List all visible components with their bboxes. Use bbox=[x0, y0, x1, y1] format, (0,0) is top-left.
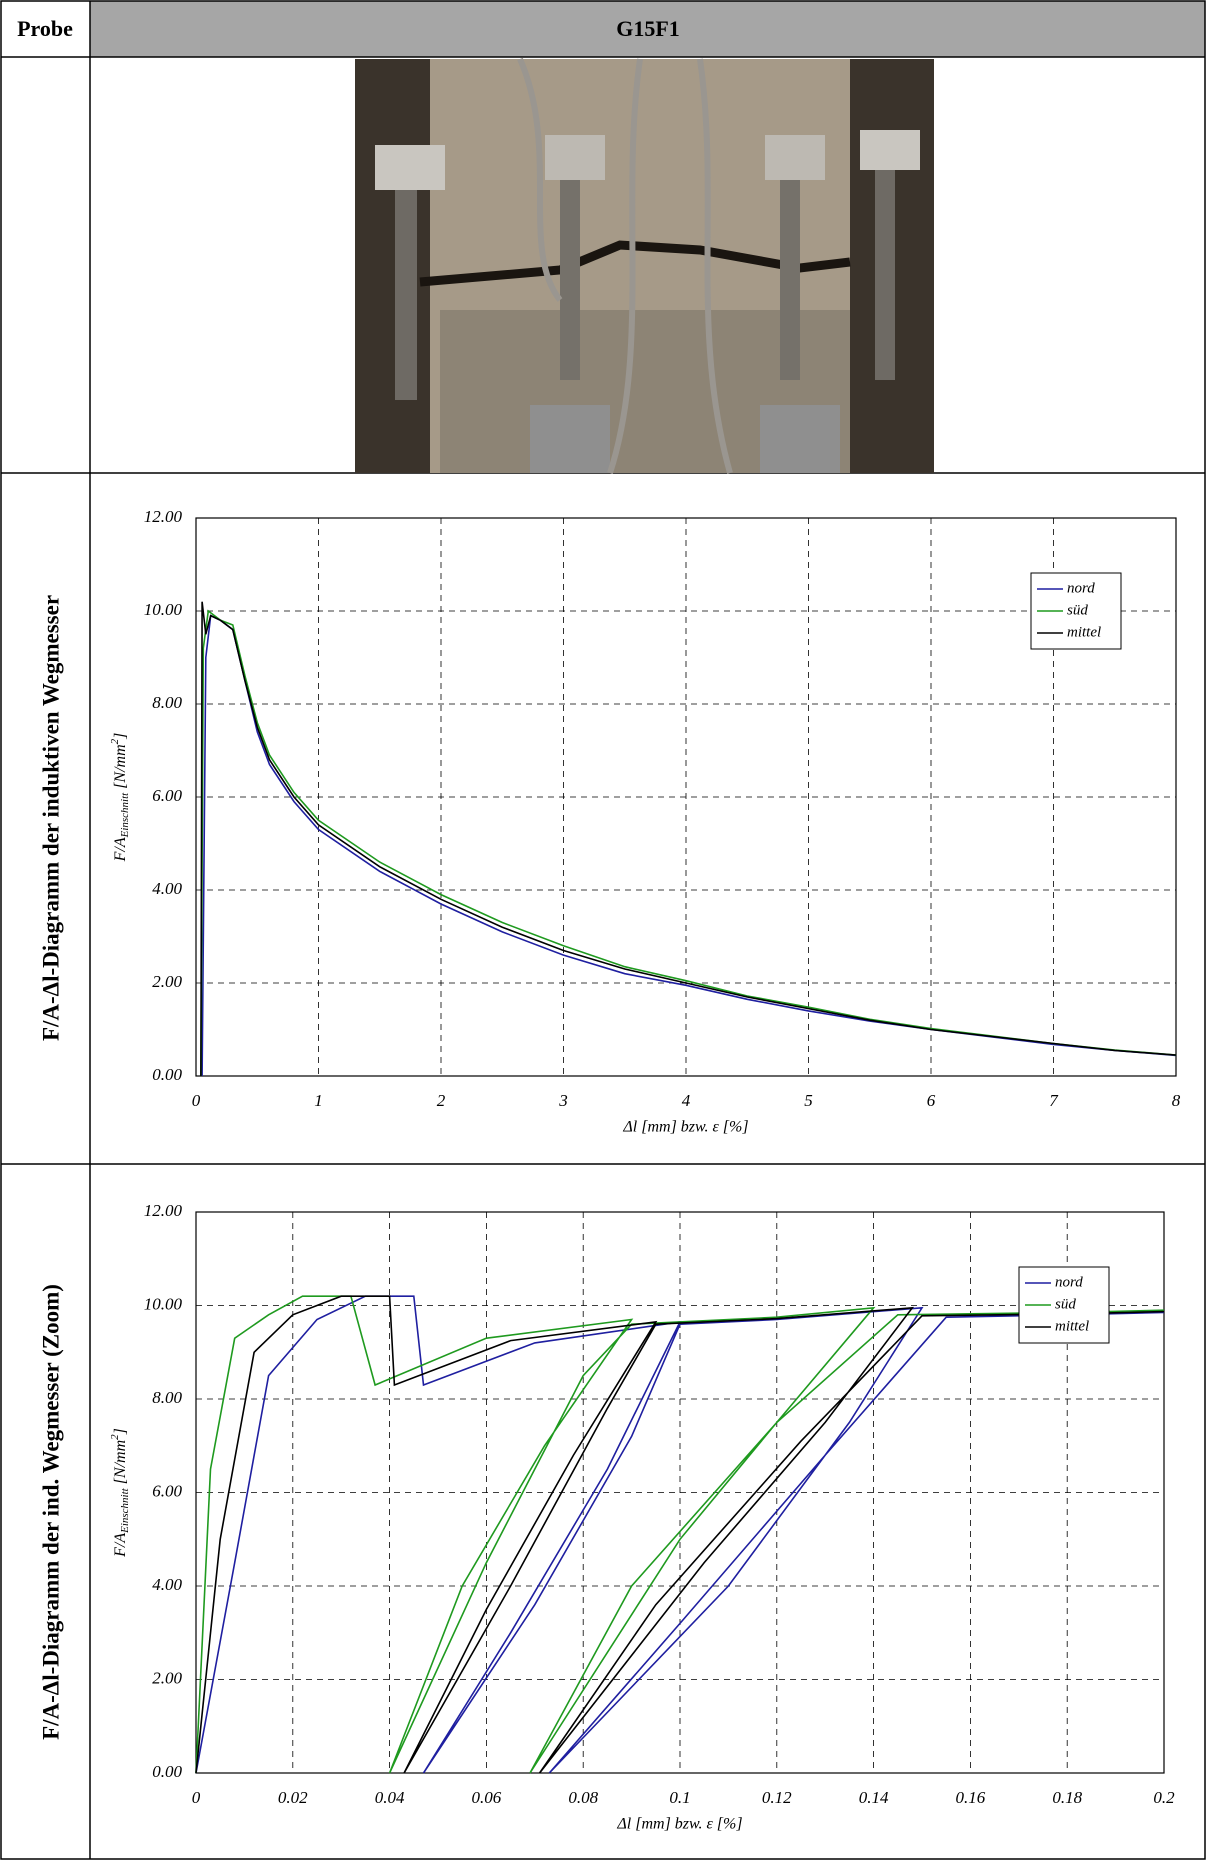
data-line bbox=[200, 601, 1177, 1077]
y-tick-label: 0.00 bbox=[152, 1065, 182, 1084]
y-axis-label-part: [N/mm bbox=[112, 1440, 129, 1488]
x-tick-label: 4 bbox=[682, 1091, 691, 1110]
y-tick-label: 0.00 bbox=[152, 1762, 182, 1781]
x-axis-label: Δl [mm] bzw. ε [%] bbox=[616, 1816, 742, 1833]
y-tick-label: 4.00 bbox=[152, 1575, 182, 1594]
x-axis-label: Δl [mm] bzw. ε [%] bbox=[622, 1119, 748, 1136]
y-axis-label-part: ] bbox=[112, 1428, 129, 1435]
y-axis-label-part: 2 bbox=[109, 1434, 121, 1440]
plot-frame bbox=[195, 1211, 1165, 1774]
x-tick-label: 0.12 bbox=[762, 1788, 792, 1807]
x-tick-label: 1 bbox=[314, 1091, 323, 1110]
x-tick-label: 0 bbox=[192, 1788, 201, 1807]
data-line bbox=[195, 1295, 1165, 1774]
x-tick-label: 5 bbox=[804, 1091, 813, 1110]
y-axis-label-part: ] bbox=[112, 733, 129, 740]
x-tick-label: 0.06 bbox=[472, 1788, 502, 1807]
y-tick-label: 8.00 bbox=[152, 693, 182, 712]
x-tick-label: 0.08 bbox=[568, 1788, 598, 1807]
y-axis-label-part: Einschnitt bbox=[119, 1487, 131, 1534]
photo bbox=[355, 57, 934, 474]
y-axis-label-part: F/A bbox=[112, 837, 129, 862]
y-axis-label: F/AEinschnitt [N/mm2] bbox=[109, 733, 131, 863]
row-label: F/A-Δl-Diagramm der ind. Wegmesser (Zoom… bbox=[38, 1284, 63, 1740]
y-tick-label: 4.00 bbox=[152, 879, 182, 898]
x-tick-label: 0.02 bbox=[278, 1788, 308, 1807]
header-bg bbox=[90, 1, 1205, 57]
legend-label: süd bbox=[1055, 1296, 1076, 1312]
y-tick-label: 10.00 bbox=[144, 1294, 183, 1313]
header-cell: G15F1 bbox=[616, 16, 680, 41]
y-tick-label: 6.00 bbox=[152, 786, 182, 805]
x-tick-label: 2 bbox=[437, 1091, 446, 1110]
x-tick-label: 3 bbox=[558, 1091, 568, 1110]
y-axis-label: F/AEinschnitt [N/mm2] bbox=[109, 1428, 131, 1558]
x-tick-label: 6 bbox=[927, 1091, 936, 1110]
y-axis-label-part: F/A bbox=[112, 1533, 129, 1558]
y-tick-label: 2.00 bbox=[152, 1668, 182, 1687]
data-line bbox=[200, 609, 1177, 1077]
legend-label: nord bbox=[1055, 1274, 1083, 1290]
x-tick-label: 0.16 bbox=[956, 1788, 986, 1807]
y-tick-label: 10.00 bbox=[144, 600, 183, 619]
y-axis-label-part: 2 bbox=[109, 738, 121, 744]
x-tick-label: 8 bbox=[1172, 1091, 1181, 1110]
legend-label: mittel bbox=[1067, 624, 1101, 640]
y-axis-label-part: [N/mm bbox=[112, 744, 129, 792]
header-cell: Probe bbox=[17, 16, 73, 41]
y-tick-label: 2.00 bbox=[152, 972, 182, 991]
x-tick-label: 0.04 bbox=[375, 1788, 405, 1807]
y-tick-label: 12.00 bbox=[144, 507, 183, 526]
x-tick-label: 7 bbox=[1049, 1091, 1059, 1110]
legend-label: nord bbox=[1067, 580, 1095, 596]
x-tick-label: 0.1 bbox=[669, 1788, 690, 1807]
row-label: F/A-Δl-Diagramm der induktiven Wegmesser bbox=[38, 595, 63, 1041]
data-line bbox=[195, 1295, 1165, 1774]
y-tick-label: 8.00 bbox=[152, 1388, 182, 1407]
plot-frame bbox=[195, 517, 1177, 1077]
y-tick-label: 12.00 bbox=[144, 1201, 183, 1220]
legend-label: mittel bbox=[1055, 1318, 1089, 1334]
legend-label: süd bbox=[1067, 602, 1088, 618]
x-tick-label: 0.14 bbox=[859, 1788, 889, 1807]
x-tick-label: 0.18 bbox=[1052, 1788, 1082, 1807]
y-tick-label: 6.00 bbox=[152, 1481, 182, 1500]
y-axis-label-part: Einschnitt bbox=[119, 792, 131, 839]
x-tick-label: 0.2 bbox=[1153, 1788, 1175, 1807]
x-tick-label: 0 bbox=[192, 1091, 201, 1110]
